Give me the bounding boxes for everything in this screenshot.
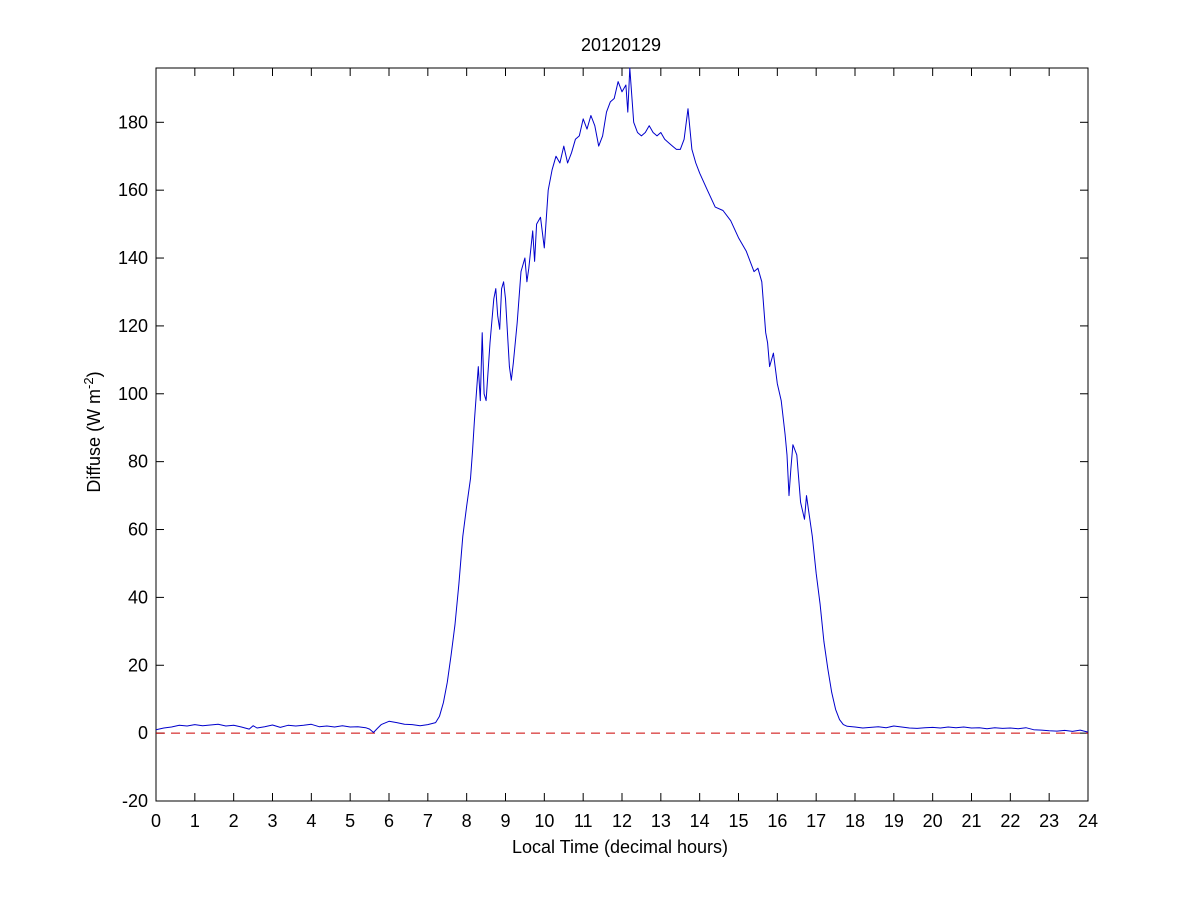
y-tick-label: 40 [128, 587, 148, 607]
y-tick-label: 80 [128, 452, 148, 472]
y-tick-label: 120 [118, 316, 148, 336]
plot-area: 0 1 2 3 4 5 6 7 8 9 10 11 12 13 14 15 16 17 18 19 20 21 22 23 24… [118, 67, 1098, 831]
x-tick-label: 5 [345, 811, 355, 831]
x-tick-label: 2 [229, 811, 239, 831]
y-axis-label-superscript: -2 [81, 377, 96, 389]
y-axis-label: Diffuse (W m-2) [81, 371, 104, 492]
x-tick-label: 12 [612, 811, 632, 831]
x-tick-label: 21 [961, 811, 981, 831]
y-tick-label: 20 [128, 655, 148, 675]
x-tick-label: 3 [267, 811, 277, 831]
chart-title: 20120129 [581, 35, 661, 55]
x-axis-ticks: 0 1 2 3 4 5 6 7 8 9 10 11 12 13 14 15 16 17 18 19 20 21 22 23 24 [151, 68, 1098, 831]
x-tick-label: 16 [767, 811, 787, 831]
x-tick-label: 22 [1000, 811, 1020, 831]
diffuse-series-line [155, 67, 1089, 733]
y-axis-label-close: ) [84, 371, 104, 377]
y-tick-label: 180 [118, 112, 148, 132]
y-tick-label: 140 [118, 248, 148, 268]
x-tick-label: 15 [728, 811, 748, 831]
x-tick-label: 17 [806, 811, 826, 831]
x-tick-label: 1 [190, 811, 200, 831]
x-tick-label: 13 [651, 811, 671, 831]
x-tick-label: 20 [923, 811, 943, 831]
y-tick-label: 100 [118, 384, 148, 404]
y-tick-label: -20 [122, 791, 148, 811]
x-tick-label: 14 [690, 811, 710, 831]
y-axis-label-main: Diffuse (W m [84, 389, 104, 493]
x-tick-label: 11 [574, 811, 593, 831]
x-tick-label: 7 [423, 811, 433, 831]
x-tick-label: 23 [1039, 811, 1059, 831]
x-tick-label: 9 [500, 811, 510, 831]
x-tick-label: 10 [534, 811, 554, 831]
y-axis-ticks: -20 0 20 40 60 80 100 120 140 160 180 [118, 112, 1088, 811]
x-tick-label: 0 [151, 811, 161, 831]
x-tick-label: 8 [462, 811, 472, 831]
y-tick-label: 0 [138, 723, 148, 743]
x-tick-label: 6 [384, 811, 394, 831]
y-tick-label: 160 [118, 180, 148, 200]
x-tick-label: 19 [884, 811, 904, 831]
y-tick-label: 60 [128, 520, 148, 540]
x-tick-label: 4 [306, 811, 316, 831]
x-axis-label: Local Time (decimal hours) [512, 837, 728, 857]
x-tick-label: 24 [1078, 811, 1098, 831]
x-tick-label: 18 [845, 811, 865, 831]
